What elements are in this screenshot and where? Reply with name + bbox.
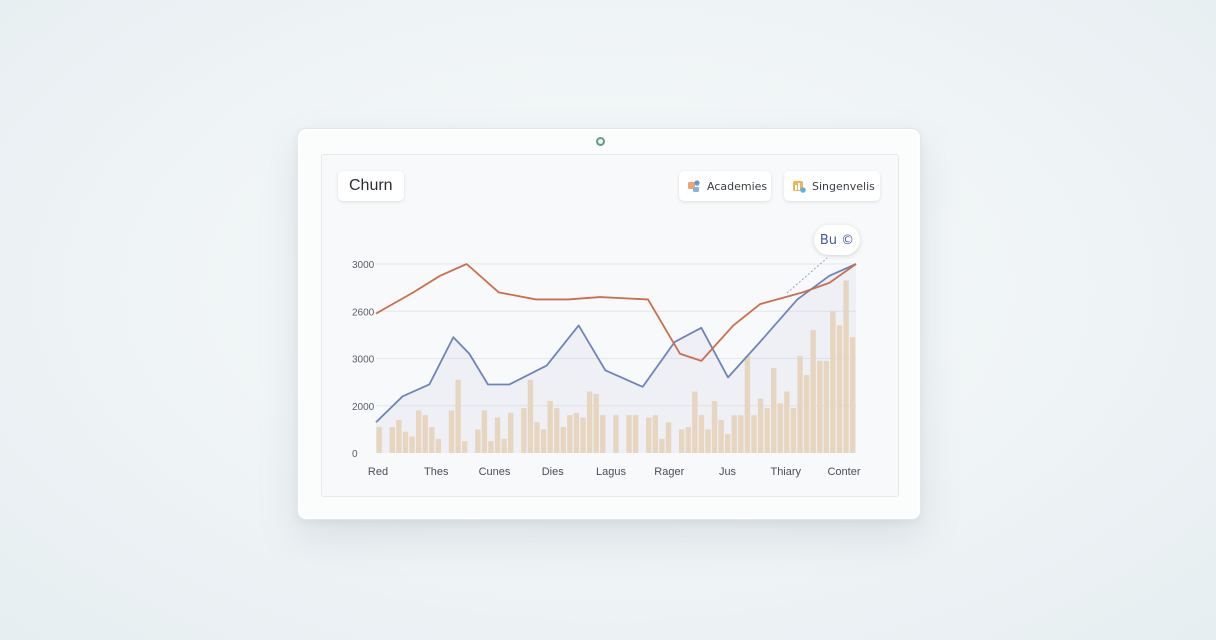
filter-label: Academies [707,179,768,193]
churn-chart: 0 2000 3000 2600 3000 Red Thes Cunes Dies Lagus Ra… [352,257,861,478]
folder-chart-icon [792,179,806,193]
bar [771,367,777,453]
bar [435,438,442,453]
bar [738,415,744,453]
x-tick-label: Conter [827,466,860,478]
y-tick-label: 2600 [352,307,375,318]
bar [836,325,843,453]
x-tick-label: Thiary [770,466,801,478]
bar [751,415,757,453]
bar [731,415,737,453]
bar [547,401,553,453]
x-tick-label: Red [368,466,388,478]
bar [632,415,639,453]
y-tick-label: 3000 [352,355,375,366]
bar [527,379,534,453]
y-tick-label: 0 [352,449,358,460]
bar [692,391,698,453]
x-tick-label: Lagus [596,466,626,478]
bar [823,360,829,453]
bar [475,429,481,453]
bar [784,391,790,453]
series-line [375,263,857,423]
bar [718,419,724,453]
bar [508,412,514,453]
bar [461,441,468,453]
callout-leader [786,257,828,294]
value-callout[interactable]: Bu © [814,225,860,255]
bar [724,434,731,453]
bar [501,438,507,453]
y-tick-label: 3000 [352,260,375,271]
bar [757,398,764,453]
bar [817,360,823,453]
chart-title: Churn [338,171,404,201]
x-tick-label: Thes [424,466,449,478]
bar [448,410,455,453]
puzzle-icon [687,179,701,193]
bar [593,393,599,453]
bar [429,427,435,453]
bar [376,427,382,453]
bar [626,415,632,453]
bar [600,415,606,453]
x-tick-label: Cunes [479,466,511,478]
bar [744,356,751,453]
series-area [376,264,856,453]
bar [521,408,527,453]
bar [764,408,770,453]
bar [540,429,547,453]
bar [685,427,691,453]
series-line [375,263,857,362]
y-tick-label: 2000 [352,402,375,413]
bar [613,415,619,453]
bar [698,415,705,453]
filter-academies[interactable]: Academies [679,171,771,201]
camera-icon [596,137,605,146]
bar [402,431,409,453]
bar [830,311,836,453]
x-tick-label: Dies [542,466,565,478]
bar [488,441,494,453]
bar [790,408,797,453]
bar [659,438,665,453]
bar [580,417,586,453]
bar [534,422,540,453]
bar [646,417,652,453]
bar [455,379,461,453]
bar [560,427,566,453]
bar [396,419,402,453]
bar [849,337,856,453]
dashboard-screen: 0 2000 3000 2600 3000 Red Thes Cunes Dies Lagus Ra… [321,154,899,497]
bar [567,415,573,453]
bar [573,412,580,453]
x-tick-label: Rager [654,466,684,478]
filter-singenvelis[interactable]: Singenvelis [784,171,880,201]
x-tick-label: Jus [719,466,737,478]
bar [678,429,685,453]
bar [803,375,810,453]
bar [415,410,422,453]
bar [481,410,488,453]
bar [586,391,593,453]
tablet-frame: 0 2000 3000 2600 3000 Red Thes Cunes Dies Lagus Ra… [297,128,921,520]
bar [797,356,803,453]
bar [665,422,672,453]
bar [843,280,849,453]
bar [422,415,428,453]
bar [494,417,501,453]
bar [652,415,659,453]
bar [810,330,816,453]
bar [409,436,415,453]
bar [711,401,718,453]
bar [389,427,396,453]
filter-label: Singenvelis [812,179,875,193]
bar [777,403,783,453]
bar [554,408,560,453]
bar [705,429,711,453]
